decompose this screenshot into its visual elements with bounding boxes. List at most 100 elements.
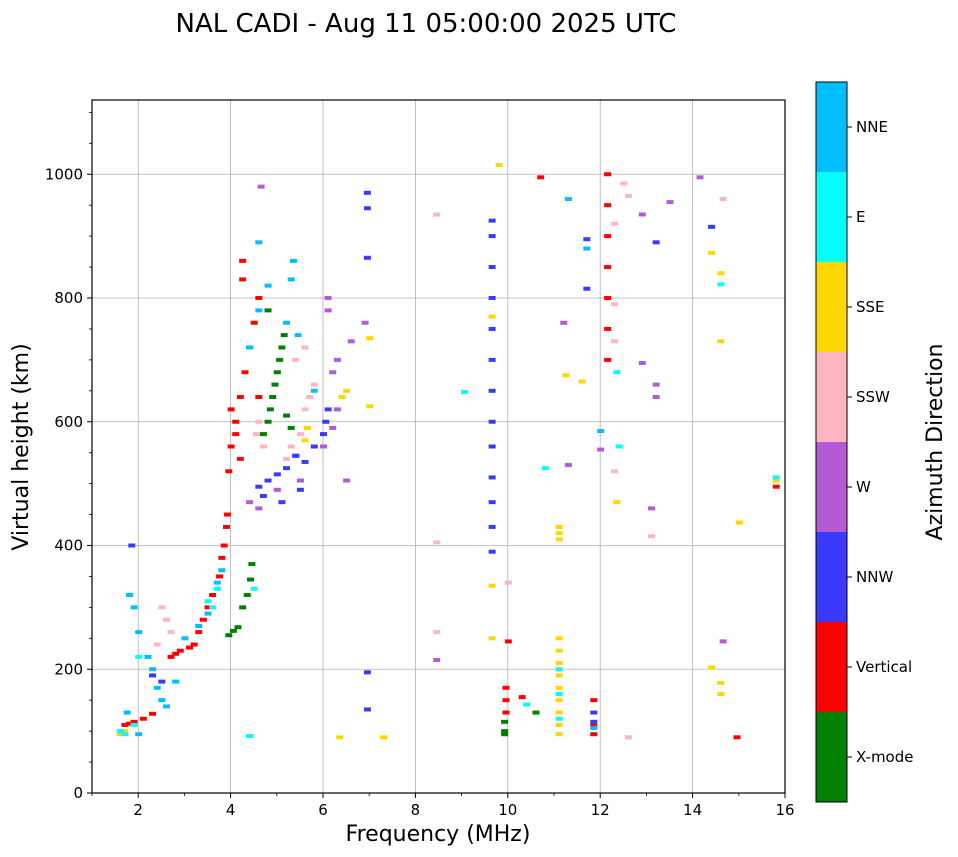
data-point <box>287 425 295 430</box>
data-point <box>246 500 254 505</box>
data-point <box>604 296 612 300</box>
data-point <box>149 667 157 672</box>
data-point <box>652 240 660 245</box>
data-point <box>257 184 265 189</box>
data-point <box>504 580 512 585</box>
data-point <box>227 407 235 412</box>
x-tick-label: 2 <box>133 801 143 819</box>
data-point <box>273 370 281 375</box>
data-point <box>611 469 619 474</box>
data-point <box>488 296 496 300</box>
colorbar-label: Azimuth Direction <box>923 343 948 540</box>
data-point <box>324 407 332 412</box>
data-point <box>253 432 261 437</box>
data-point <box>638 360 646 365</box>
colorbar-segment <box>816 262 847 352</box>
data-point <box>283 320 291 325</box>
data-point <box>324 296 332 300</box>
data-point <box>717 680 725 685</box>
data-point <box>204 599 212 604</box>
data-point <box>255 419 263 424</box>
series-ssw <box>153 181 727 740</box>
data-point <box>652 395 660 399</box>
data-point <box>611 339 619 344</box>
data-point <box>250 320 258 325</box>
data-point <box>604 326 612 331</box>
data-point <box>130 722 138 727</box>
data-point <box>255 395 263 399</box>
chart-title: NAL CADI - Aug 11 05:00:00 2025 UTC <box>176 9 677 39</box>
data-point <box>273 472 281 477</box>
data-point <box>130 719 138 724</box>
data-point <box>218 568 226 573</box>
data-point <box>195 630 203 635</box>
data-point <box>266 407 274 412</box>
data-point <box>128 543 136 548</box>
series-w <box>246 175 727 662</box>
data-point <box>333 357 341 362</box>
data-point <box>555 716 563 721</box>
data-point <box>583 237 591 242</box>
data-point <box>255 506 263 511</box>
data-point <box>518 695 526 700</box>
data-point <box>501 719 509 724</box>
data-point <box>338 395 346 399</box>
data-point <box>158 679 166 684</box>
x-tick-label: 12 <box>591 801 610 819</box>
x-tick-label: 10 <box>498 801 517 819</box>
data-point <box>555 661 563 666</box>
data-point <box>624 193 632 198</box>
data-point <box>604 172 612 177</box>
data-point <box>283 456 291 461</box>
data-point <box>363 206 371 211</box>
data-point <box>283 413 291 418</box>
data-point <box>555 531 563 536</box>
data-point <box>611 221 619 226</box>
data-point <box>648 506 656 511</box>
y-axis-label: Virtual height (km) <box>9 343 34 550</box>
data-point <box>488 500 496 505</box>
data-point <box>234 625 242 630</box>
data-point <box>555 685 563 690</box>
data-point <box>590 722 598 727</box>
data-point <box>255 308 263 313</box>
data-point <box>190 642 198 647</box>
data-point <box>172 679 180 684</box>
data-point <box>116 729 124 734</box>
data-point <box>320 432 327 437</box>
data-point <box>162 617 170 622</box>
colorbar-tick-label: NNE <box>856 118 888 136</box>
data-point <box>555 698 563 703</box>
data-point <box>225 469 233 474</box>
data-point <box>363 190 371 195</box>
data-point <box>624 735 632 740</box>
data-point <box>280 333 288 338</box>
data-point <box>564 463 572 468</box>
data-point <box>555 537 563 542</box>
data-point <box>583 286 591 291</box>
data-point <box>343 388 351 393</box>
data-point <box>708 224 716 229</box>
data-point <box>590 710 598 715</box>
data-point <box>239 277 247 282</box>
data-point <box>243 593 251 597</box>
data-point <box>246 345 254 350</box>
colorbar-tick-label: NNW <box>856 568 893 586</box>
colorbar-tick-label: SSW <box>856 388 890 406</box>
data-point <box>248 562 256 567</box>
data-point <box>283 466 291 471</box>
data-point <box>564 197 572 201</box>
data-point <box>590 726 598 731</box>
data-point <box>583 246 591 251</box>
colorbar-segment <box>816 82 847 172</box>
data-point <box>495 162 503 167</box>
data-point <box>433 630 441 635</box>
data-point <box>590 719 598 724</box>
data-point <box>502 685 510 690</box>
colorbar-segment <box>816 532 847 622</box>
data-point <box>125 593 133 597</box>
data-point <box>296 487 304 492</box>
data-point <box>264 283 272 288</box>
colorbar-segment <box>816 352 847 442</box>
data-point <box>292 357 300 362</box>
